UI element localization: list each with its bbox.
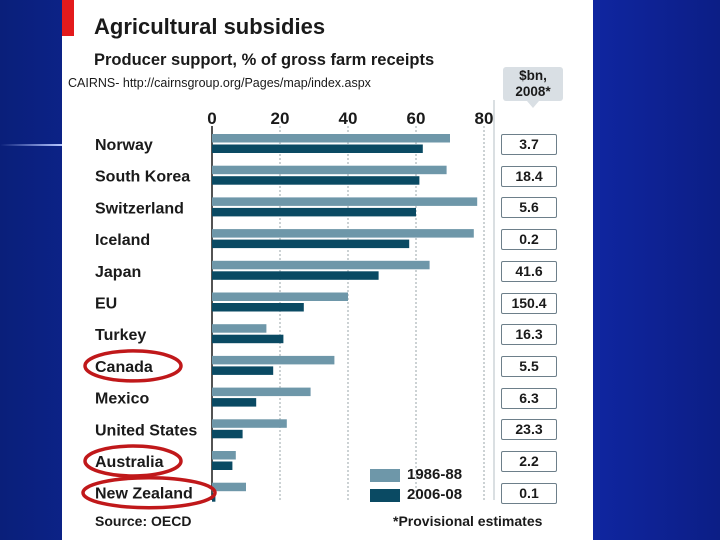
estimates-footnote: *Provisional estimates — [393, 513, 543, 529]
category-label-south-korea: South Korea — [95, 169, 190, 186]
chart-figure: Agricultural subsidies Producer support,… — [62, 0, 593, 540]
source-note: Source: OECD — [95, 513, 192, 529]
red-title-tab — [62, 0, 74, 36]
bar-united-states-2006-08 — [212, 429, 243, 439]
category-label-united-states: United States — [95, 422, 197, 439]
bar-new-zealand-2006-08 — [212, 493, 216, 502]
estimates-header: $bn, 2008* — [503, 67, 563, 108]
bar-australia-1986-88 — [212, 451, 236, 460]
estimate-south-korea: 18.4 — [501, 165, 557, 187]
category-label-norway: Norway — [95, 137, 153, 154]
bar-south-korea-2006-08 — [212, 176, 420, 185]
bar-eu-1986-88 — [212, 292, 348, 301]
legend-label-2006-08: 2006-08 — [407, 486, 463, 503]
x-tick-label-80: 80 — [475, 109, 494, 128]
estimate-canada: 5.5 — [501, 355, 557, 377]
bar-united-states-1986-88 — [212, 419, 287, 428]
bar-switzerland-1986-88 — [212, 197, 478, 206]
bar-turkey-1986-88 — [212, 324, 267, 333]
category-label-japan: Japan — [95, 264, 141, 281]
bar-iceland-2006-08 — [212, 239, 410, 249]
bar-eu-2006-08 — [212, 303, 304, 312]
category-label-switzerland: Switzerland — [95, 200, 184, 217]
x-tick-label-20: 20 — [271, 109, 290, 128]
bar-south-korea-1986-88 — [212, 165, 447, 175]
estimate-switzerland: 5.6 — [501, 197, 557, 219]
bar-switzerland-2006-08 — [212, 207, 416, 217]
bar-canada-2006-08 — [212, 366, 274, 375]
bar-norway-2006-08 — [212, 144, 423, 153]
category-label-eu: EU — [95, 296, 117, 313]
bar-new-zealand-1986-88 — [212, 482, 246, 492]
estimate-mexico: 6.3 — [501, 387, 557, 409]
bar-canada-1986-88 — [212, 355, 335, 365]
chart-title: Agricultural subsidies — [94, 14, 326, 39]
bar-australia-2006-08 — [212, 461, 233, 470]
x-tick-label-60: 60 — [407, 109, 426, 128]
estimate-eu: 150.4 — [501, 292, 557, 314]
category-label-turkey: Turkey — [95, 327, 146, 344]
legend-swatch-2006-08 — [370, 489, 400, 502]
slide-accent-line — [0, 144, 62, 146]
bar-norway-1986-88 — [212, 134, 450, 143]
x-tick-label-0: 0 — [207, 109, 216, 128]
legend-label-1986-88: 1986-88 — [407, 466, 463, 483]
estimate-new-zealand: 0.1 — [501, 482, 557, 504]
overlay-url-text[interactable]: CAIRNS- http://cairnsgroup.org/Pages/map… — [68, 76, 371, 90]
bar-japan-2006-08 — [212, 271, 379, 280]
estimates-header-line-1: $bn, — [519, 68, 547, 83]
category-label-new-zealand: New Zealand — [95, 486, 193, 503]
bar-mexico-2006-08 — [212, 398, 257, 407]
estimate-iceland: 0.2 — [501, 229, 557, 251]
category-label-mexico: Mexico — [95, 391, 149, 408]
bar-japan-1986-88 — [212, 260, 430, 270]
estimate-united-states: 23.3 — [501, 419, 557, 441]
estimate-norway: 3.7 — [501, 134, 557, 155]
bar-mexico-1986-88 — [212, 387, 311, 397]
estimate-turkey: 16.3 — [501, 324, 557, 346]
bar-iceland-1986-88 — [212, 229, 474, 238]
category-label-australia: Australia — [95, 454, 164, 471]
category-label-canada: Canada — [95, 359, 153, 376]
bar-turkey-2006-08 — [212, 334, 284, 344]
estimates-header-line-2: 2008* — [515, 84, 551, 99]
legend-swatch-1986-88 — [370, 469, 400, 482]
estimate-japan: 41.6 — [501, 260, 557, 282]
x-tick-label-40: 40 — [339, 109, 358, 128]
estimate-australia: 2.2 — [501, 451, 557, 472]
chart-subtitle: Producer support, % of gross farm receip… — [94, 51, 435, 69]
category-label-iceland: Iceland — [95, 232, 150, 249]
